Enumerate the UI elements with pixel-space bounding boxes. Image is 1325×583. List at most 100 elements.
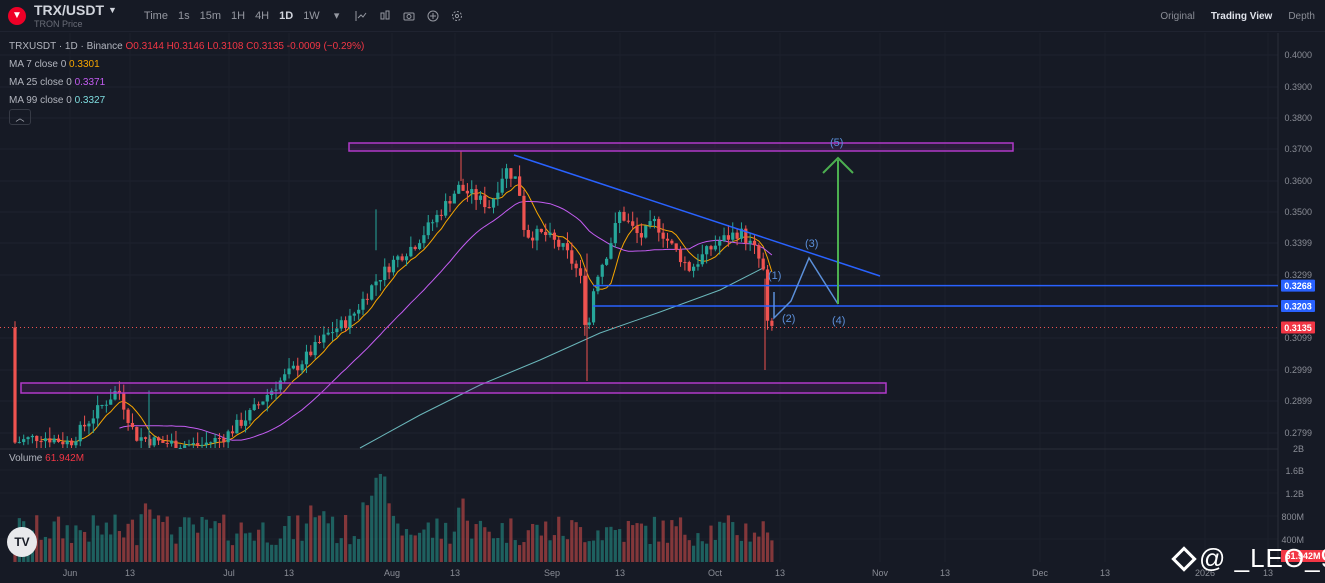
legend-ma25-row[interactable]: MA 25 close 0 0.3371 (9, 74, 364, 92)
indicator-chart-icon[interactable] (349, 6, 373, 26)
candle-down (770, 320, 774, 326)
volume-bar (748, 541, 752, 562)
candle-up (204, 442, 208, 445)
candle-down (622, 211, 626, 221)
add-icon[interactable] (421, 6, 445, 26)
candle-down (465, 190, 469, 194)
settings-icon[interactable] (445, 6, 469, 26)
volume-bar (470, 538, 474, 562)
tf-time[interactable]: Time (143, 9, 168, 22)
price-tag-level-a-bg (1281, 279, 1315, 292)
volume-bars (13, 473, 774, 562)
price-tick: 0.2899 (1284, 396, 1312, 406)
tradingview-logo-icon[interactable]: TV (7, 527, 37, 557)
moving-average-lines (41, 183, 773, 449)
volume-bar (500, 523, 504, 562)
volume-bar (618, 529, 622, 562)
price-tick: 0.3700 (1284, 144, 1312, 154)
volume-bar (457, 507, 461, 562)
tf-1w[interactable]: 1W (303, 9, 320, 22)
candle-up (426, 222, 430, 236)
volume-bar (644, 525, 648, 562)
candle-up (200, 444, 204, 446)
tab-trading-view[interactable]: Trading View (1210, 10, 1273, 22)
volume-bar (270, 544, 274, 562)
volume-bar (226, 540, 230, 562)
volume-bar (761, 521, 765, 562)
chart-grid (0, 33, 1279, 562)
candle-up (361, 298, 365, 310)
volume-bar (48, 538, 52, 562)
candle-down (626, 220, 630, 222)
wave-label: (2) (782, 313, 795, 325)
volume-bar (126, 523, 130, 562)
candle-up (74, 441, 78, 446)
wave-label: (1) (768, 270, 781, 282)
volume-bar (491, 538, 496, 562)
volume-bar (692, 545, 696, 562)
tf-15m[interactable]: 15m (199, 9, 221, 22)
candle-down (557, 239, 561, 247)
volume-bar (765, 532, 770, 562)
candle-up (100, 405, 104, 407)
candle-up (713, 245, 717, 250)
tf-1d[interactable]: 1D (279, 9, 294, 22)
volume-bar (539, 535, 543, 562)
tab-depth[interactable]: Depth (1288, 10, 1315, 22)
candle-down (217, 437, 222, 439)
candle-up (109, 399, 113, 405)
volume-bar (478, 520, 483, 562)
volume-bar (278, 538, 282, 562)
volume-bar (348, 544, 352, 562)
caret-down-icon[interactable]: ▼ (108, 5, 117, 15)
volume-bar (243, 533, 248, 562)
volume-bar (322, 511, 326, 562)
symbol-selector[interactable]: TRX/USDT ▼ TRON Price (34, 2, 117, 29)
candle-up (705, 246, 709, 255)
legend-collapse-button[interactable]: ︿ (9, 109, 31, 125)
volume-bar (335, 543, 339, 562)
volume-bar (374, 477, 378, 562)
volume-bar (678, 517, 683, 562)
candle-up (613, 223, 617, 244)
time-tick: 13 (450, 568, 460, 578)
legend-ma99-row[interactable]: MA 99 close 0 0.3327 (9, 92, 364, 110)
tab-original[interactable]: Original (1160, 10, 1195, 22)
candle-up (304, 351, 309, 365)
candle-up (187, 444, 191, 446)
candle-up (104, 404, 108, 406)
candle-down (474, 189, 478, 200)
candle-up (618, 211, 622, 224)
candle-up (452, 193, 456, 204)
candle-up (226, 431, 230, 443)
camera-icon[interactable] (397, 6, 421, 26)
ma99-label: MA 99 close 0 (9, 95, 72, 106)
candle-up (652, 218, 657, 222)
volume-bar (605, 527, 609, 562)
price-tag-last: 0.3135 (1284, 323, 1312, 333)
candle-up (283, 374, 287, 381)
tf-4h[interactable]: 4H (255, 9, 270, 22)
chart-style-icon[interactable] (373, 6, 397, 26)
symbol-label[interactable]: TRX/USDT (34, 2, 104, 18)
candle-down (552, 232, 556, 240)
volume-bar (657, 541, 661, 562)
resistance-zone (348, 142, 1014, 152)
volume-bar (213, 521, 217, 562)
candle-up (87, 423, 91, 427)
legend-ma7-row[interactable]: MA 7 close 0 0.3301 (9, 56, 364, 74)
candle-up (644, 225, 648, 238)
candle-up (370, 285, 374, 300)
tf-1s[interactable]: 1s (177, 9, 190, 22)
volume-tick: 1.2B (1285, 489, 1304, 499)
volume-bar (417, 532, 422, 562)
candle-up (600, 264, 604, 277)
candle-up (322, 334, 326, 343)
candle-up (748, 240, 752, 244)
tf-1h[interactable]: 1H (231, 9, 246, 22)
volume-bar (409, 534, 413, 562)
candle-down (156, 437, 161, 441)
more-timeframes-icon[interactable]: ▾ (333, 10, 340, 22)
volume-bar (509, 518, 513, 562)
